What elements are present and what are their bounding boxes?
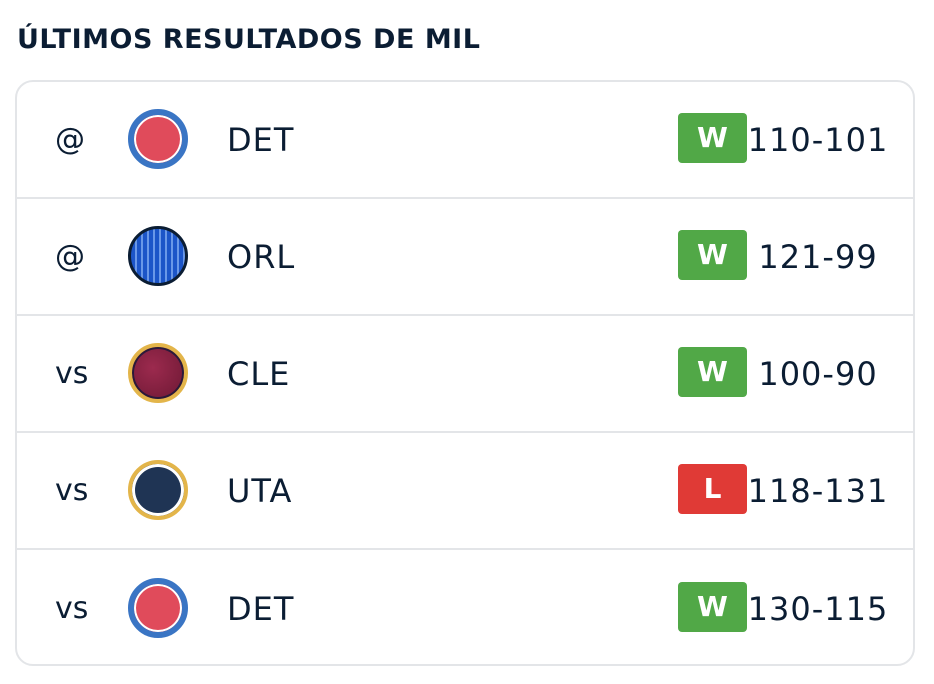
game-row[interactable]: vs DET W 130-115	[17, 550, 913, 664]
jazz-logo-icon	[128, 459, 188, 520]
game-score: 110-101	[747, 120, 889, 159]
opponent-team: DET	[227, 120, 295, 159]
opponent-team: UTA	[227, 471, 293, 510]
results-card: @ DET W 110-101 @ ORL W 121-99 vs CLE W …	[15, 80, 915, 666]
section-title: ÚLTIMOS RESULTADOS DE MIL	[17, 24, 481, 55]
game-location: vs	[55, 356, 89, 391]
game-location: @	[55, 122, 85, 157]
opponent-team: DET	[227, 589, 295, 628]
result-badge: W	[678, 581, 747, 632]
result-badge: W	[678, 346, 747, 397]
game-score: 130-115	[747, 589, 889, 628]
pistons-logo-icon	[128, 108, 188, 169]
game-row[interactable]: @ ORL W 121-99	[17, 199, 913, 316]
game-location: vs	[55, 473, 89, 508]
game-score: 121-99	[758, 237, 878, 276]
game-row[interactable]: vs UTA L 118-131	[17, 433, 913, 550]
pistons-logo-icon	[128, 577, 188, 638]
result-badge: W	[678, 112, 747, 163]
cavaliers-logo-icon	[128, 342, 188, 403]
result-badge: L	[678, 463, 747, 514]
magic-logo-icon	[128, 225, 188, 286]
game-row[interactable]: vs CLE W 100-90	[17, 316, 913, 433]
opponent-team: CLE	[227, 354, 291, 393]
game-location: @	[55, 239, 85, 274]
game-location: vs	[55, 591, 89, 626]
opponent-team: ORL	[227, 237, 296, 276]
game-row[interactable]: @ DET W 110-101	[17, 82, 913, 199]
game-score: 118-131	[747, 471, 889, 510]
result-badge: W	[678, 229, 747, 280]
game-score: 100-90	[758, 354, 878, 393]
